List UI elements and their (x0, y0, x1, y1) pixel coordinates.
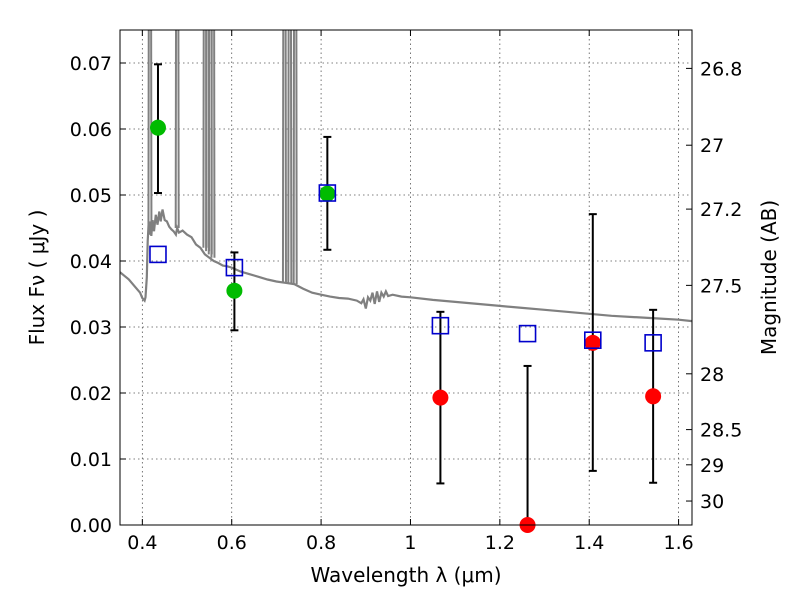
x-tick-label: 1.4 (574, 532, 604, 554)
sed-emission-line (281, 30, 287, 283)
sed-emission-line (147, 30, 153, 235)
blue-square-point (149, 245, 167, 264)
green-point (226, 282, 243, 299)
sed-emission-line (174, 30, 180, 229)
y2-tick-label: 26.8 (700, 58, 742, 80)
y2-tick-label: 28 (700, 364, 724, 386)
blue-square-point (644, 334, 662, 352)
red-point (645, 388, 662, 405)
y-tick-label: 0.06 (70, 119, 112, 141)
y-tick-label: 0.04 (70, 251, 112, 273)
y-tick-label: 0.03 (70, 317, 112, 339)
y2-tick-label: 27.5 (700, 275, 742, 297)
axis-ticks: 0.4 0.6 0.8 1 1.2 1.4 1.6 0.00 0.01 0.02 0.03 0.04 0… (70, 30, 742, 554)
x-tick-label: 0.4 (127, 532, 157, 554)
blue-square-point (225, 258, 244, 277)
y2-tick-label: 30 (700, 491, 724, 513)
model-spectrum (120, 30, 692, 323)
green-point (149, 119, 166, 136)
y2-axis-label: Magnitude (AB) (757, 200, 781, 355)
sed-emission-line (292, 30, 298, 285)
blue-square-point (518, 324, 537, 343)
sed-emission-line (287, 30, 293, 284)
y2-tick-label: 27 (700, 135, 724, 157)
y-tick-label: 0.01 (70, 449, 112, 471)
x-tick-label: 1 (404, 532, 416, 554)
y-tick-label: 0.00 (70, 515, 112, 537)
y-tick-label: 0.07 (70, 53, 112, 75)
green-point (319, 185, 336, 202)
y-tick-label: 0.02 (70, 383, 112, 405)
photometry-points (149, 63, 662, 533)
y-tick-label: 0.05 (70, 185, 112, 207)
y2-tick-label: 29 (700, 455, 724, 477)
x-tick-label: 1.6 (663, 532, 693, 554)
blue-square-point (583, 331, 602, 350)
y2-tick-label: 28.5 (700, 420, 742, 442)
x-axis-label: Wavelength λ (μm) (310, 563, 501, 587)
x-tick-label: 0.8 (306, 532, 336, 554)
x-tick-label: 1.2 (485, 532, 515, 554)
plot-frame (119, 29, 693, 526)
red-point (432, 389, 449, 406)
sed-curve (120, 209, 692, 323)
blue-square-point (318, 184, 337, 202)
x-tick-label: 0.6 (217, 532, 247, 554)
y2-tick-label: 27.2 (700, 199, 742, 221)
sed-emission-line (210, 30, 216, 258)
blue-square-point (431, 316, 450, 335)
red-point (584, 334, 601, 351)
y-axis-label: Flux Fν ( μJy ) (25, 210, 49, 346)
